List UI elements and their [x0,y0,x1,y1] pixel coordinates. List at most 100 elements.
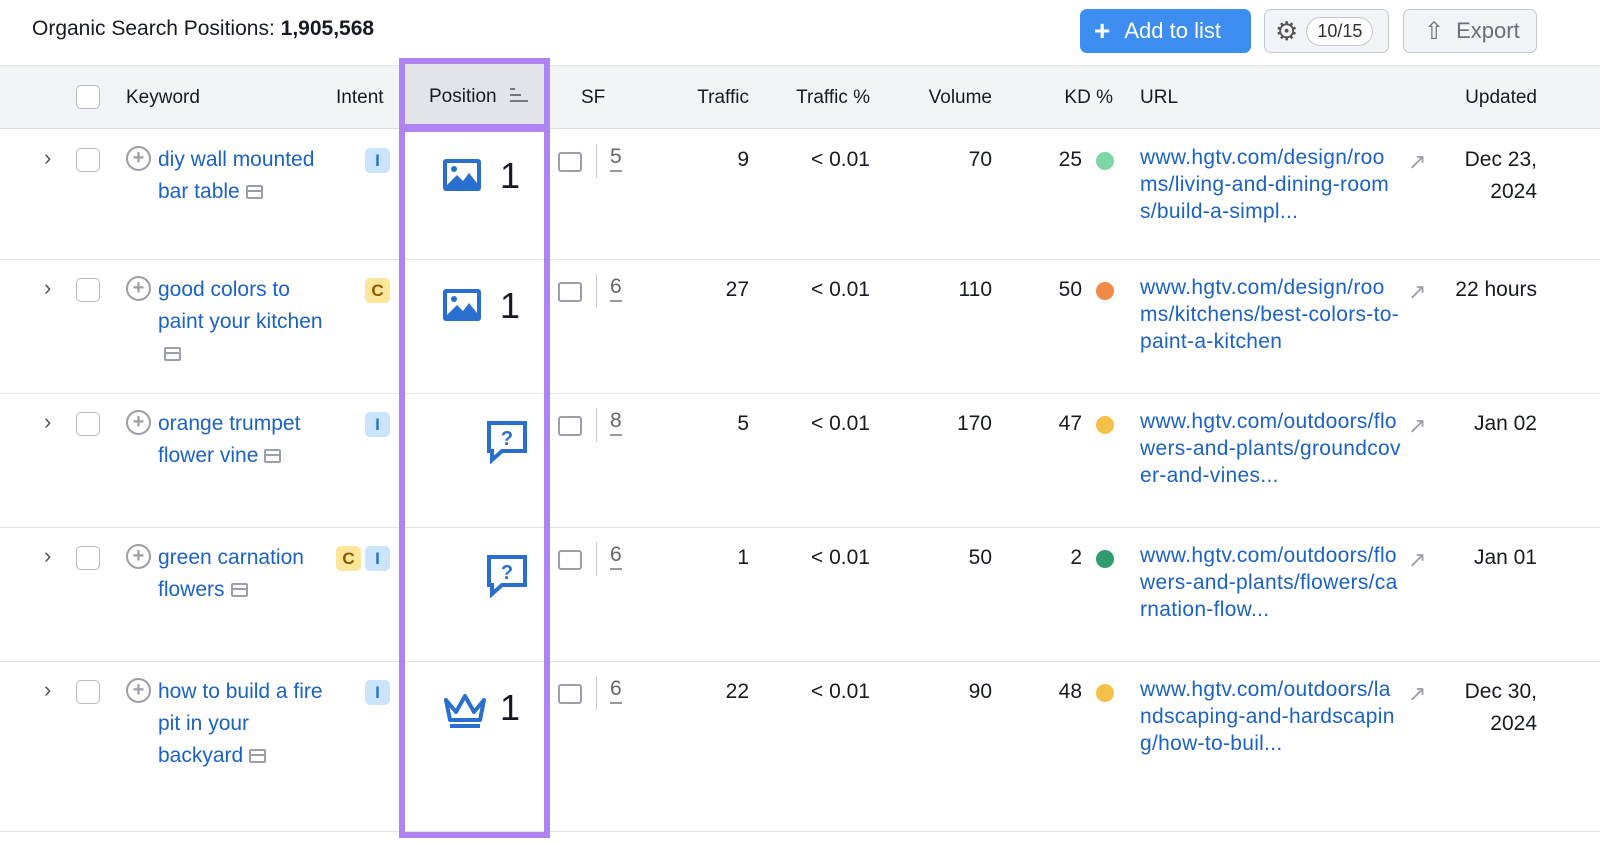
keyword-text[interactable]: diy wall mounted bar table [158,148,315,203]
url-link[interactable]: www.hgtv.com/outdoors/flowers-and-plants… [1140,410,1401,487]
kd-value: 50 [1058,278,1082,301]
serp-features-icon[interactable] [558,282,582,302]
serp-snapshot-icon[interactable] [164,347,181,362]
expand-chevron-icon[interactable]: › [44,677,52,702]
intent-badges: I [365,148,390,173]
add-to-list-button[interactable]: + Add to list [1080,9,1251,53]
export-button[interactable]: ⇧ Export [1403,9,1537,53]
col-updated[interactable]: Updated [1465,87,1537,108]
sf-count[interactable]: 8 [610,408,622,436]
external-link-icon[interactable]: ↗ [1408,547,1427,572]
row-checkbox[interactable] [76,412,100,436]
serp-features-icon[interactable] [558,152,582,172]
add-keyword-icon[interactable]: + [126,276,151,301]
external-link-icon[interactable]: ↗ [1408,681,1427,706]
expand-chevron-icon[interactable]: › [44,409,52,434]
external-link-icon[interactable]: ↗ [1408,279,1427,304]
intent-badge: C [365,278,390,303]
serp-features-icon[interactable] [558,684,582,704]
keyword-link[interactable]: good colors to paint your kitchen [158,274,328,370]
plus-icon: + [1094,15,1111,46]
sort-icon[interactable] [510,88,528,102]
serp-snapshot-icon[interactable] [245,185,263,200]
col-volume[interactable]: Volume [928,87,992,108]
position-column-highlight [399,58,550,838]
sf-count[interactable]: 5 [610,144,622,172]
columns-count: 10/15 [1306,16,1374,46]
intent-badges: C [365,278,390,303]
expand-chevron-icon[interactable]: › [44,145,52,170]
kd-dot [1096,152,1114,170]
url-link[interactable]: www.hgtv.com/design/rooms/living-and-din… [1140,146,1390,223]
col-keyword[interactable]: Keyword [126,87,200,108]
col-traffic[interactable]: Traffic [697,87,749,108]
updated-value: Dec 30, 2024 [1464,680,1537,735]
sf-count[interactable]: 6 [610,676,622,704]
columns-settings-button[interactable]: ⚙ 10/15 [1264,9,1389,53]
divider [596,542,597,576]
volume-value: 50 [968,546,992,569]
select-all-checkbox[interactable] [76,85,100,109]
kd-value: 2 [1070,546,1082,569]
traffic-value: 5 [737,412,749,435]
external-link-icon[interactable]: ↗ [1408,413,1427,438]
keyword-text[interactable]: good colors to paint your kitchen [158,278,323,333]
serp-snapshot-icon[interactable] [230,583,248,598]
serp-features-icon[interactable] [558,550,582,570]
row-checkbox[interactable] [76,148,100,172]
gear-icon: ⚙ [1275,15,1299,46]
intent-badge: I [365,412,390,437]
upload-icon: ⇧ [1424,17,1445,45]
table-row: › + how to build a fire pit in your back… [0,662,1600,832]
col-position[interactable]: Position [429,86,497,107]
col-sf[interactable]: SF [581,87,606,108]
row-checkbox[interactable] [76,278,100,302]
table-header: Keyword Intent SF Traffic Traffic % Volu… [0,65,1600,129]
row-checkbox[interactable] [76,680,100,704]
keyword-link[interactable]: green carnation flowers [158,542,328,606]
traffic-pct-value: < 0.01 [811,546,870,569]
row-checkbox[interactable] [76,546,100,570]
sf-count[interactable]: 6 [610,274,622,302]
keyword-text[interactable]: how to build a fire pit in your backyard [158,680,323,767]
intent-badges: I [365,412,390,437]
intent-badge: I [365,680,390,705]
serp-snapshot-icon[interactable] [249,749,267,764]
people-also-ask-icon: ? [486,420,528,474]
keyword-link[interactable]: orange trumpet flower vine [158,408,328,472]
url-link[interactable]: www.hgtv.com/outdoors/flowers-and-plants… [1140,544,1398,621]
intent-badge: I [365,546,390,571]
sf-count[interactable]: 6 [610,542,622,570]
col-traffic-pct[interactable]: Traffic % [796,87,870,108]
col-intent[interactable]: Intent [336,87,384,108]
page-title: Organic Search Positions: 1,905,568 [32,17,374,41]
keyword-text[interactable]: green carnation flowers [158,546,304,601]
serp-features-icon[interactable] [558,416,582,436]
external-link-icon[interactable]: ↗ [1408,149,1427,174]
volume-value: 110 [958,278,992,301]
title-count: 1,905,568 [280,17,375,40]
url-link[interactable]: www.hgtv.com/design/rooms/kitchens/best-… [1140,276,1400,353]
url-link[interactable]: www.hgtv.com/outdoors/landscaping-and-ha… [1140,678,1395,755]
col-url[interactable]: URL [1140,87,1179,108]
kd-dot [1096,550,1114,568]
keyword-link[interactable]: how to build a fire pit in your backyard [158,676,328,772]
add-keyword-icon[interactable]: + [126,544,151,569]
col-kd[interactable]: KD % [1064,87,1113,108]
traffic-pct-value: < 0.01 [811,148,870,171]
add-keyword-icon[interactable]: + [126,410,151,435]
kd-dot [1096,416,1114,434]
add-keyword-icon[interactable]: + [126,678,151,703]
serp-snapshot-icon[interactable] [264,449,282,464]
keyword-link[interactable]: diy wall mounted bar table [158,144,328,208]
position-value: 1 [500,155,521,196]
keyword-text[interactable]: orange trumpet flower vine [158,412,301,467]
divider [596,144,597,178]
expand-chevron-icon[interactable]: › [44,275,52,300]
table-row: › + orange trumpet flower vine I ? 8 5 <… [0,394,1600,528]
add-keyword-icon[interactable]: + [126,146,151,171]
table-row: › + good colors to paint your kitchen C … [0,260,1600,394]
title-label: Organic Search Positions: [32,17,275,40]
expand-chevron-icon[interactable]: › [44,543,52,568]
